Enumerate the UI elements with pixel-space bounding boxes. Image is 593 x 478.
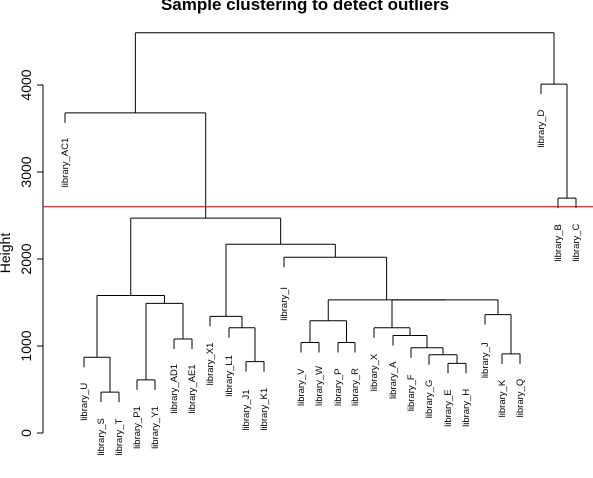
leaf-label: library_S: [96, 418, 107, 456]
leaf-label: library_B: [553, 224, 564, 262]
leaf-labels: library_AC1 library_U library_S library_T li…: [60, 109, 582, 455]
y-tick-label: 2000: [18, 243, 34, 274]
leaf-label: library_E: [443, 389, 454, 427]
y-tick-label: 0: [18, 429, 34, 437]
leaf-label: library_F: [406, 374, 417, 411]
leaf-label: library_AD1: [169, 364, 180, 414]
leaf-label: library_P: [333, 369, 344, 407]
leaf-label: library_G: [424, 380, 435, 419]
y-axis-label: Height: [0, 233, 13, 274]
leaf-label: library_AE1: [187, 364, 198, 413]
leaf-label: library_J1: [241, 389, 252, 430]
y-tick-label: 1000: [18, 330, 34, 361]
leaf-label: library_Q: [515, 379, 526, 418]
leaf-label: library_X1: [205, 343, 216, 386]
leaf-label: library_I: [279, 287, 290, 321]
y-axis: 0 1000 2000 3000 4000: [18, 69, 44, 437]
leaf-label: library_H: [461, 389, 472, 427]
leaf-label: library_A: [388, 361, 399, 399]
y-tick-label: 4000: [18, 69, 34, 100]
leaf-label: library_W: [314, 366, 325, 406]
leaf-label: library_C: [571, 223, 582, 261]
chart-title: Sample clustering to detect outliers: [161, 0, 449, 14]
leaf-label: library_R: [350, 368, 361, 406]
y-tick-label: 3000: [18, 156, 34, 187]
leaf-label: library_K: [497, 379, 508, 417]
leaf-label: library_V: [296, 368, 307, 406]
leaf-label: library_P1: [132, 406, 143, 449]
leaf-label: library_L1: [224, 355, 235, 397]
leaf-label: library_U: [79, 383, 90, 421]
leaf-label: library_K1: [259, 388, 270, 431]
leaf-label: library_AC1: [60, 138, 71, 188]
leaf-label: library_Y1: [150, 406, 161, 449]
leaf-label: library_X: [369, 353, 380, 391]
leaf-label: library_T: [114, 418, 125, 455]
leaf-label: library_J: [480, 342, 491, 378]
dendrogram-branches: [64, 32, 577, 403]
leaf-label: library_D: [536, 109, 547, 147]
